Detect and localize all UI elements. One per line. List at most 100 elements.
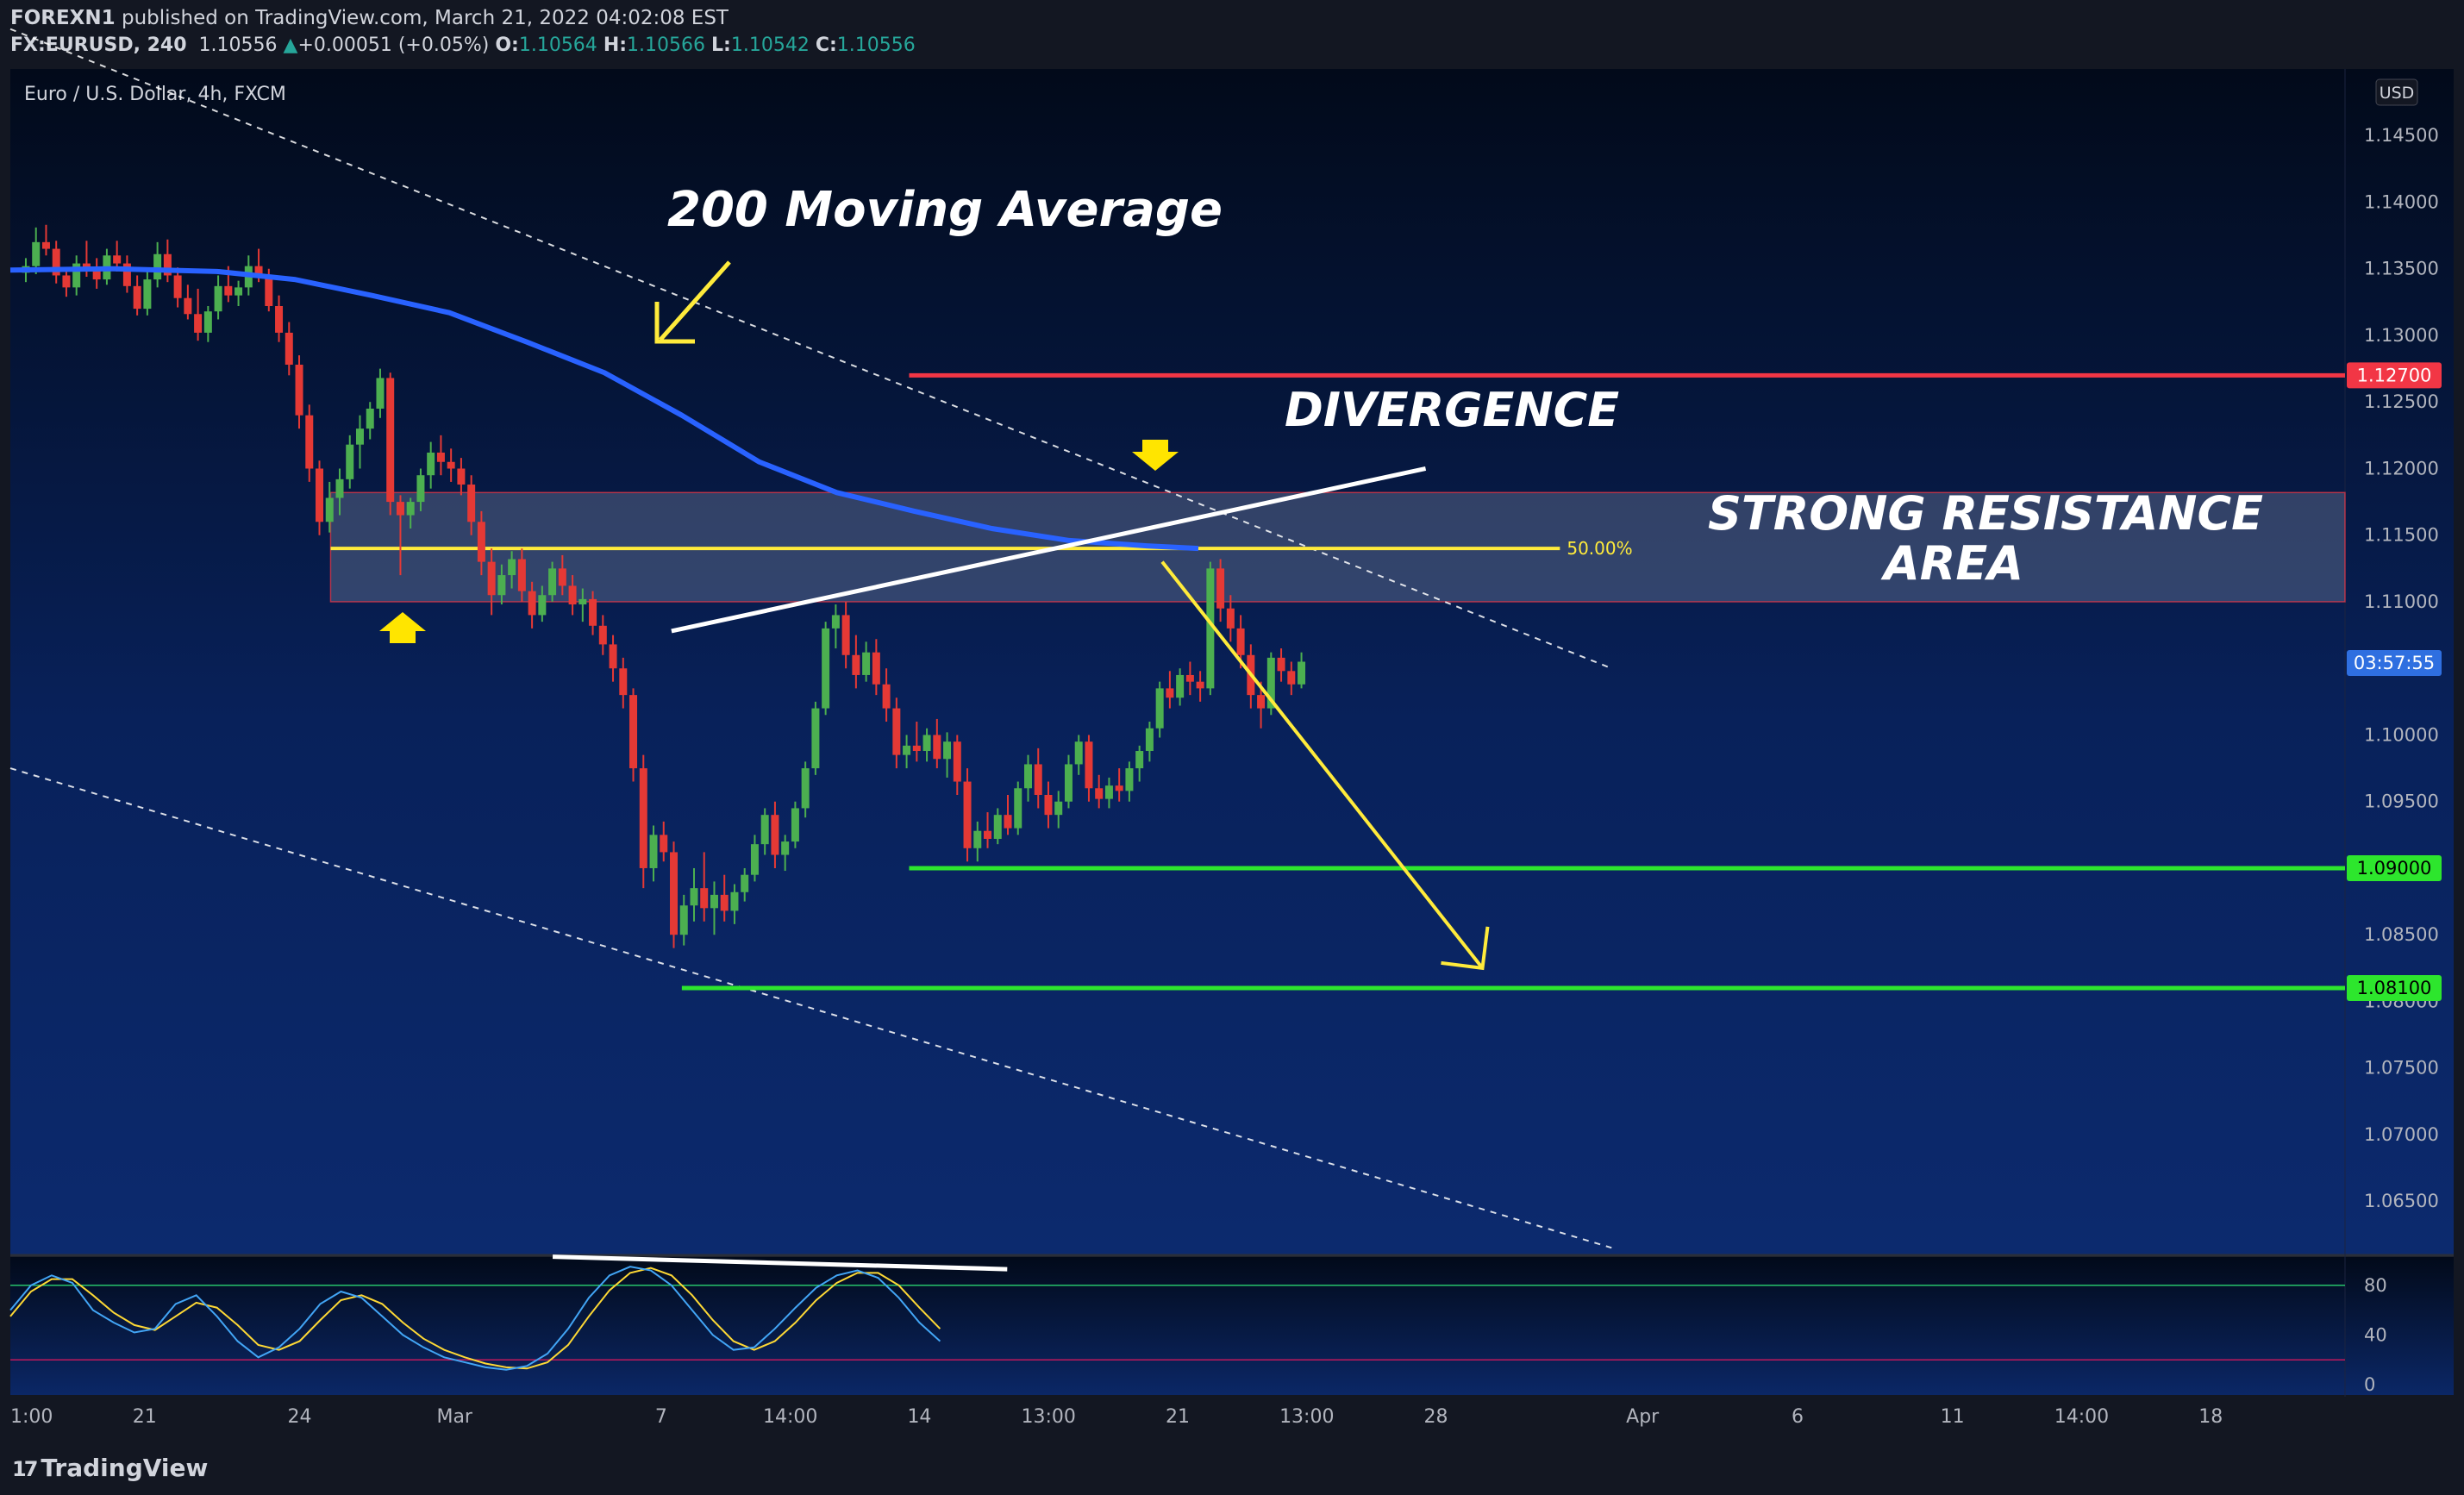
- time-tick-label: Apr: [1626, 1406, 1660, 1428]
- stochastic-k-line: [9, 1266, 941, 1371]
- candle-body: [214, 285, 222, 312]
- high-label: H:: [603, 34, 628, 56]
- candle-body: [922, 735, 931, 752]
- candle-body: [750, 844, 759, 875]
- candle-body: [558, 568, 566, 586]
- candle-body: [791, 808, 799, 842]
- candle-body: [366, 408, 374, 429]
- level-price-tag-label: 1.12700: [2357, 365, 2432, 385]
- level-price-tag: [2347, 362, 2442, 389]
- candle-body: [1135, 751, 1144, 769]
- resistance-annotation-line1: STRONG RESISTANCE: [1708, 486, 2263, 541]
- footer: [0, 1436, 2464, 1495]
- candle-body: [335, 479, 344, 498]
- price-tick-label: 1.14000: [2364, 191, 2439, 212]
- down-arrow-marker-icon: [1132, 440, 1179, 471]
- price-tick-label: 1.08500: [2364, 924, 2439, 945]
- time-axis[interactable]: 1:00 21 24 Mar 7 14:00 14 13:00 21 13:00 28 Apr 6 11 1…: [10, 1406, 2223, 1428]
- candle-body: [316, 468, 324, 522]
- price-tick-label: 1.13000: [2364, 325, 2439, 346]
- candle-body: [1044, 794, 1053, 816]
- candle-body: [295, 364, 303, 416]
- price-tick-label: 1.07000: [2364, 1124, 2439, 1145]
- candle-body: [265, 275, 273, 306]
- price-tick-label: 1.11000: [2364, 591, 2439, 612]
- price-tick-label: 1.11500: [2364, 525, 2439, 546]
- oscillator-pane-background: [10, 1257, 2454, 1395]
- time-tick-label: 11: [1941, 1406, 1965, 1428]
- published-text: published on TradingView.com, March 21, …: [121, 7, 729, 29]
- symbol-line: FX:EURUSD, 240 1.10556 ▲+0.00051 (+0.05%…: [10, 34, 916, 56]
- candle-body: [477, 522, 485, 562]
- candle-body: [1206, 568, 1215, 689]
- price-chart[interactable]: Euro / U.S. Dollar, 4h, FXCM USD 1.14500…: [0, 0, 2464, 1436]
- candle-body: [305, 415, 314, 469]
- open-label: O:: [495, 34, 519, 56]
- candle-body: [1095, 788, 1104, 799]
- candle-body: [679, 905, 688, 935]
- candle-body: [235, 287, 243, 296]
- oscillator-divergence-line: [553, 1254, 1008, 1272]
- candles: [22, 224, 1306, 948]
- close-value: 1.10556: [836, 34, 916, 56]
- candle-body: [1054, 801, 1063, 816]
- candle-body: [376, 378, 385, 409]
- candle-body: [760, 815, 769, 845]
- candle-body: [1166, 688, 1174, 698]
- candle-body: [872, 652, 880, 685]
- candle-body: [811, 708, 820, 769]
- time-tick-label: 28: [1424, 1406, 1448, 1428]
- candle-body: [903, 745, 911, 755]
- candle-body: [1034, 764, 1042, 795]
- candle-body: [113, 255, 122, 264]
- candle-body: [639, 768, 647, 868]
- stochastic-d-line: [9, 1267, 941, 1370]
- symbol[interactable]: FX:EURUSD, 240: [10, 34, 187, 56]
- candle-body: [457, 468, 466, 485]
- time-tick-label: 21: [1166, 1406, 1190, 1428]
- oscillator-tick-label: 80: [2364, 1275, 2387, 1296]
- level-price-tag-label: 1.09000: [2357, 858, 2432, 879]
- candle-body: [598, 625, 607, 645]
- candle-body: [427, 452, 435, 476]
- candle-body: [993, 815, 1002, 839]
- candle-body: [517, 559, 526, 591]
- candle-body: [275, 306, 284, 333]
- candle-body: [1257, 695, 1266, 709]
- candle-body: [963, 781, 972, 848]
- candle-body: [1176, 674, 1185, 698]
- high-value: 1.10566: [627, 34, 706, 56]
- candle-body: [882, 684, 891, 709]
- price-axis[interactable]: 1.14500 1.14000 1.13500 1.13000 1.12500 1.120…: [2347, 125, 2442, 1211]
- tradingview-logo[interactable]: 17 TradingView: [12, 1454, 208, 1482]
- time-tick-label: 7: [655, 1406, 667, 1428]
- publisher-name[interactable]: FOREXN1: [10, 7, 116, 29]
- candle-body: [1216, 568, 1225, 609]
- candle-body: [416, 475, 425, 503]
- price-tick-label: 1.10000: [2364, 724, 2439, 745]
- ma-callout-arrow: [659, 260, 731, 341]
- ma-annotation: 200 Moving Average: [667, 182, 1223, 238]
- candle-body: [203, 311, 212, 333]
- candle-body: [1226, 608, 1235, 629]
- chart-header: FOREXN1 published on TradingView.com, Ma…: [0, 0, 2464, 69]
- candle-body: [528, 591, 536, 616]
- candle-body: [447, 461, 455, 469]
- channel-lower-line: [9, 767, 1612, 1249]
- candle-body: [72, 263, 81, 288]
- currency-label: USD: [2380, 84, 2415, 103]
- price-tick-label: 1.13500: [2364, 259, 2439, 279]
- moving-average-200-line: [9, 266, 1199, 552]
- candle-body: [386, 378, 395, 503]
- price-change: +0.00051 (+0.05%): [297, 34, 490, 56]
- currency-badge[interactable]: [2375, 78, 2418, 106]
- time-tick-label: 13:00: [1279, 1406, 1334, 1428]
- time-tick-label: 24: [288, 1406, 312, 1428]
- candle-body: [325, 497, 334, 522]
- candle-body: [862, 652, 871, 675]
- candle-body: [710, 894, 718, 909]
- divergence-trendline: [671, 466, 1427, 634]
- price-tick-label: 1.09500: [2364, 791, 2439, 812]
- candle-body: [781, 841, 790, 855]
- time-tick-label: 1:00: [10, 1406, 53, 1428]
